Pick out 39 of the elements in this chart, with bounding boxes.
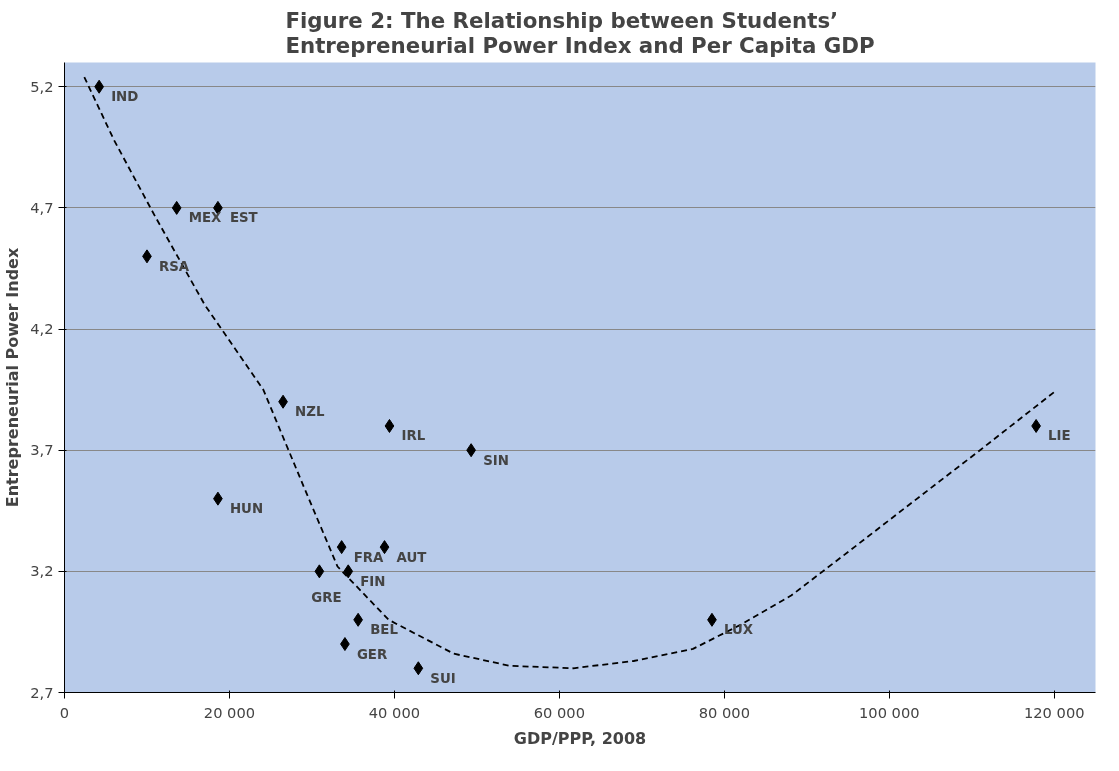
y-axis-title: Entrepreneurial Power Index (3, 247, 23, 508)
x-axis-title: GDP/PPP, 2008 (513, 728, 647, 748)
annotation: FIN (360, 573, 386, 589)
annotation: MEX (188, 210, 223, 226)
annotation: SIN (483, 452, 509, 468)
annotation: LUX (723, 622, 754, 638)
y-tick-label: 5,2 (30, 77, 54, 95)
annotation: NZL (295, 404, 325, 420)
x-tick-label: 0 (59, 703, 70, 721)
annotation: GER (356, 646, 388, 662)
x-tick-label: 120 000 (1023, 703, 1085, 721)
annotation: LIE (1048, 428, 1071, 444)
y-tick-label: 3,2 (30, 562, 54, 580)
point (384, 418, 395, 433)
x-tick-label: 60 000 (533, 703, 586, 721)
annotation: SUI (430, 670, 456, 686)
annotation: FRA (353, 549, 384, 565)
y-tick-label: 3,7 (30, 441, 54, 459)
x-tick-label: 100 000 (859, 703, 920, 721)
point (343, 564, 354, 579)
annotation: RSA (158, 258, 190, 274)
point (171, 200, 182, 215)
y-tick-label: 2,7 (30, 683, 54, 701)
annotation: IND (111, 89, 139, 105)
point (314, 564, 325, 579)
y-tick-label: 4,7 (30, 198, 54, 216)
point (413, 661, 424, 676)
x-tick-label: 40 000 (368, 703, 421, 721)
annotation: BEL (370, 622, 399, 638)
annotation: IRL (401, 428, 426, 444)
chart-title: Figure 2: The Relationship between Students’ Entrepreneurial Power Index and Per Capita GDP (285, 7, 875, 58)
annotation: HUN (229, 501, 264, 517)
annotation: GRE (311, 589, 342, 605)
annotation: AUT (396, 549, 428, 565)
x-tick-label: 80 000 (698, 703, 750, 721)
annotation: EST (229, 210, 259, 226)
x-tick-label: 20 000 (203, 703, 256, 721)
y-tick-label: 4,2 (30, 320, 54, 338)
point (336, 540, 347, 555)
